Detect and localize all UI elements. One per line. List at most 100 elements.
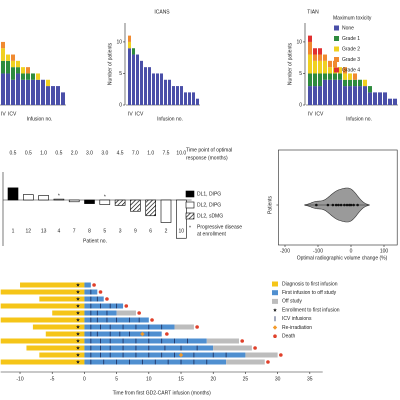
panel-title: ICANS <box>154 9 170 15</box>
bar-segment <box>333 79 337 105</box>
bar-segment <box>6 60 10 74</box>
off-study-bar <box>116 310 136 316</box>
response-time: 0.5 <box>10 150 17 156</box>
bar-segment <box>26 73 30 80</box>
response-time: 7.5 <box>163 150 170 156</box>
legend-label: None <box>342 25 354 31</box>
bar <box>114 199 126 206</box>
progressive-marker: * <box>58 193 60 199</box>
enrollment-marker <box>76 311 80 315</box>
response-time: 4.5 <box>117 150 124 156</box>
enrollment-marker <box>76 332 80 336</box>
bar-segment <box>363 86 367 105</box>
legend-label: Re-irradiation <box>282 325 312 331</box>
bar-segment <box>328 73 332 80</box>
legend-label: DL2, DIPG <box>197 202 221 208</box>
bar-segment <box>46 86 50 105</box>
legend-swatch <box>185 190 195 198</box>
bar-segment <box>313 48 317 55</box>
bar-segment <box>140 60 143 105</box>
bar-segment <box>308 35 312 42</box>
x-tick-label: 100 <box>380 248 389 254</box>
bar-segment <box>338 67 342 74</box>
x-tick-label: 7 <box>73 228 76 234</box>
bar-segment <box>36 73 40 80</box>
bar-segment <box>313 86 317 105</box>
bar-segment <box>348 79 352 87</box>
data-point <box>337 203 340 207</box>
x-tick-label: -10 <box>16 376 23 382</box>
treatment-bar <box>84 352 246 358</box>
x-tick-label: 9 <box>134 228 137 234</box>
bar-segment <box>358 86 362 105</box>
x-tick-label: 15 <box>178 376 184 382</box>
death-marker <box>165 332 169 336</box>
response-header: response (months) <box>186 155 228 161</box>
bar-segment <box>363 79 367 87</box>
bar-segment <box>348 86 352 105</box>
bar-segment <box>6 73 10 105</box>
bar-segment <box>308 41 312 55</box>
data-point <box>334 203 338 207</box>
bar-segment <box>358 79 362 87</box>
bar-segment <box>31 73 35 80</box>
response-header: Time point of optimal <box>186 147 232 153</box>
reirradiation-marker <box>178 352 184 358</box>
y-tick-label: 5 <box>119 71 122 77</box>
enrollment-marker <box>76 360 80 364</box>
legend-swatch <box>334 57 339 62</box>
enrollment-marker <box>76 353 80 357</box>
x-tick-label: 12 <box>26 228 32 234</box>
bar-segment <box>328 60 332 68</box>
response-time: 1.0 <box>147 150 154 156</box>
y-tick-label: 10 <box>116 39 122 45</box>
bar-segment <box>333 73 337 80</box>
bar-segment <box>353 73 357 80</box>
bar-segment <box>21 67 25 74</box>
bar-segment <box>333 60 337 68</box>
death-marker <box>279 353 283 357</box>
bar-segment <box>152 73 155 105</box>
death-marker <box>92 283 96 287</box>
bar-segment <box>1 41 5 49</box>
bar <box>145 199 156 217</box>
icv-label: ICV <box>135 111 144 117</box>
bar-segment <box>156 73 159 105</box>
bar-segment <box>184 92 187 105</box>
bar-segment <box>318 86 322 105</box>
legend-label: DL1, DIPG <box>197 191 221 197</box>
bar-segment <box>61 92 65 105</box>
x-tick-label: 1 <box>12 228 15 234</box>
bar-segment <box>136 54 139 105</box>
bar-segment <box>313 54 317 61</box>
legend-swatch <box>334 25 339 31</box>
panel-title: TIAN <box>307 9 319 15</box>
y-axis-label: Patients <box>267 195 273 214</box>
x-tick-label: 35 <box>307 376 313 382</box>
bar-segment <box>51 86 55 105</box>
bar <box>68 199 80 203</box>
bar-segment <box>368 86 372 93</box>
bar <box>38 195 49 201</box>
legend-symbol <box>272 281 278 287</box>
bar-segment <box>308 54 312 74</box>
legend-label: Death <box>282 334 296 340</box>
legend-swatch <box>185 212 195 220</box>
bar-segment <box>353 79 357 87</box>
x-tick-label: 5 <box>103 228 106 234</box>
x-axis-label: Infusion no. <box>346 116 372 122</box>
bar-segment <box>318 54 322 61</box>
bar-segment <box>172 86 175 105</box>
bar-segment <box>11 54 15 61</box>
x-tick-label: -200 <box>280 248 290 254</box>
enrollment-marker <box>76 297 80 301</box>
x-axis-label: Infusion no. <box>27 116 53 122</box>
x-tick-label: 0 <box>83 376 86 382</box>
legend-symbol <box>272 325 278 330</box>
legend-label: Diagnosis to first infusion <box>282 281 338 287</box>
bar-segment <box>21 73 25 80</box>
legend-label: Grade 4 <box>342 67 360 73</box>
bar-segment <box>16 67 20 74</box>
